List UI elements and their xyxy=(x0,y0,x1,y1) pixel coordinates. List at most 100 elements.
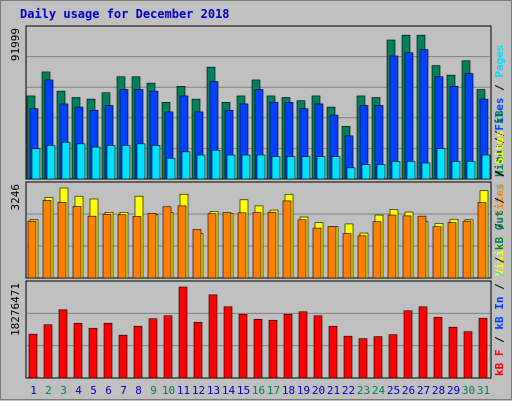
kbytes-bar xyxy=(283,313,293,379)
day-label: 17 xyxy=(267,384,280,397)
legend-entry: Pages xyxy=(493,45,506,78)
sites-bar xyxy=(57,202,67,279)
sites-bar xyxy=(357,235,367,279)
sites-bar xyxy=(102,213,112,279)
legend-separator: / xyxy=(493,163,506,183)
pages-bar xyxy=(376,164,386,180)
pages-bar xyxy=(211,149,221,180)
sites-bar xyxy=(72,206,82,279)
kbytes-bar xyxy=(418,306,428,379)
kbytes-bar xyxy=(448,326,458,379)
sites-bar xyxy=(237,212,247,279)
sites-bar xyxy=(432,226,442,279)
sites-bar xyxy=(267,211,277,279)
day-label: 10 xyxy=(162,384,175,397)
kbytes-bar xyxy=(343,335,353,379)
sites-bar xyxy=(462,220,472,279)
pages-bar xyxy=(316,156,326,180)
kbytes-bar xyxy=(58,309,68,379)
pages-bar xyxy=(196,154,206,180)
legend-separator: / xyxy=(493,250,506,270)
pages-bar xyxy=(406,161,416,180)
kbytes-bar xyxy=(328,325,338,379)
legend-separator: / xyxy=(493,78,506,98)
pages-bar xyxy=(76,143,86,180)
legend-entry: kB In xyxy=(493,297,506,330)
legend-separator: / xyxy=(493,191,506,211)
pages-bar xyxy=(46,145,56,180)
sites-bar xyxy=(252,212,262,279)
kbytes-bar xyxy=(373,336,383,379)
kbytes-bar xyxy=(238,313,248,379)
day-label: 15 xyxy=(237,384,250,397)
legend-2: Visits / Sites / Out / kB xyxy=(493,110,506,276)
files-bar xyxy=(389,55,399,180)
legend-separator: / xyxy=(493,330,506,350)
y-tick-label: 91999 xyxy=(9,28,22,61)
day-label: 19 xyxy=(297,384,310,397)
kbytes-bar xyxy=(73,322,83,379)
sites-bar xyxy=(447,222,457,279)
day-label: 12 xyxy=(192,384,205,397)
day-label: 26 xyxy=(402,384,415,397)
day-label: 3 xyxy=(60,384,67,397)
day-label: 18 xyxy=(282,384,295,397)
legend-entry: kB Out xyxy=(493,210,506,250)
legend-1: Hits / Files / Pages xyxy=(493,45,506,178)
pages-bar xyxy=(286,156,296,180)
kbytes-bar xyxy=(403,310,413,379)
legend-separator: / xyxy=(493,216,506,236)
legend-separator: / xyxy=(493,164,506,184)
pages-bar xyxy=(436,148,446,180)
day-label: 16 xyxy=(252,384,265,397)
pages-bar xyxy=(166,157,176,180)
kbytes-bar xyxy=(88,327,98,379)
legend-separator: / xyxy=(493,131,506,151)
pages-bar xyxy=(331,156,341,180)
pages-bar xyxy=(106,145,116,180)
legend-entry: Sites xyxy=(493,131,506,164)
legend-3: kB F / kB In / / / kB Out / / / Sites xyxy=(493,131,506,376)
kbytes-bar xyxy=(43,324,53,379)
day-label: 1 xyxy=(30,384,37,397)
sites-bar xyxy=(417,215,427,279)
sites-bar xyxy=(207,213,217,279)
day-label: 8 xyxy=(135,384,142,397)
files-bar xyxy=(404,52,414,180)
sites-bar xyxy=(192,229,202,279)
kbytes-bar xyxy=(268,319,278,379)
sites-bar xyxy=(387,214,397,279)
pages-bar xyxy=(361,164,371,180)
sites-bar xyxy=(477,202,487,279)
sites-bar xyxy=(312,227,322,279)
legend-entry: Out xyxy=(493,144,506,164)
kbytes-bar xyxy=(313,315,323,379)
day-label: 29 xyxy=(447,384,460,397)
day-label: 23 xyxy=(357,384,370,397)
files-bar xyxy=(419,49,429,180)
pages-bar xyxy=(61,141,71,180)
day-label: 24 xyxy=(372,384,386,397)
day-label: 4 xyxy=(75,384,82,397)
y-tick-label: 3246 xyxy=(9,184,22,211)
pages-bar xyxy=(91,146,101,180)
pages-bar xyxy=(31,148,41,180)
legend-entry: Visits xyxy=(493,236,506,276)
pages-bar xyxy=(271,156,281,180)
day-label: 7 xyxy=(120,384,127,397)
day-label: 9 xyxy=(150,384,157,397)
kbytes-bar xyxy=(253,318,263,379)
kbytes-bar xyxy=(193,321,203,379)
kbytes-bar xyxy=(103,322,113,379)
pages-bar xyxy=(151,145,161,180)
kbytes-bar xyxy=(28,333,38,379)
legend-entry: Files xyxy=(493,98,506,131)
pages-bar xyxy=(451,161,461,180)
y-tick-label: 18276471 xyxy=(9,283,22,336)
legend-separator: / xyxy=(493,124,506,144)
legend-entry: Hits xyxy=(493,151,506,178)
pages-bar xyxy=(301,156,311,180)
kbytes-bar xyxy=(298,311,308,379)
legend-entry: kB F xyxy=(493,350,506,377)
